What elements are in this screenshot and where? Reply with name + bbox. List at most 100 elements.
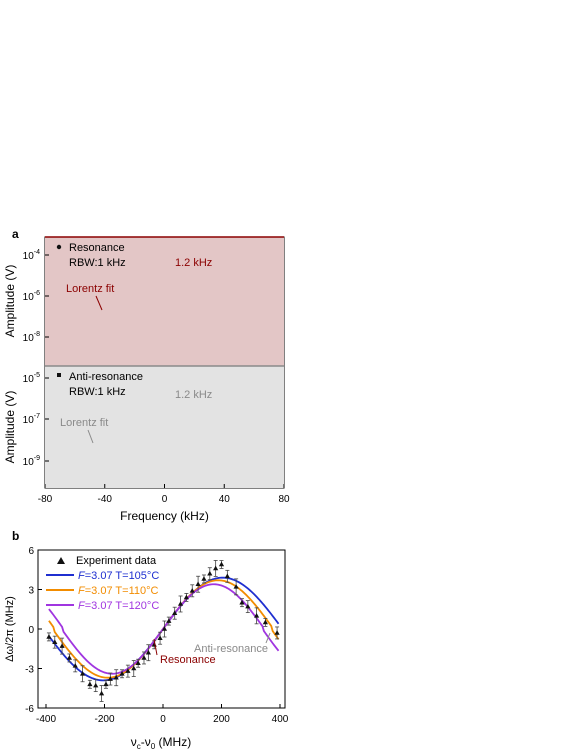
frequency-xticks: -80 -40 0 40 80 (38, 484, 290, 505)
ytick-label: 10-4 (23, 249, 40, 262)
dispersion-xlabel: νc-ν0 (MHz) (131, 735, 191, 751)
antiresonance-annotation: Anti-resonance (194, 643, 268, 655)
resonance-fit-pointer (95, 295, 103, 311)
experiment-point (119, 670, 125, 676)
resonance-annotation: Resonance (160, 654, 216, 666)
ytick-label: 10-8 (23, 331, 40, 344)
experiment-point (254, 613, 260, 618)
experiment-legend-label: Experiment data (76, 555, 157, 567)
experiment-point (172, 610, 178, 615)
legend-label: F=3.07 T=120°C (78, 600, 159, 612)
experiment-point (274, 630, 280, 635)
experiment-point (213, 565, 219, 571)
experiment-point (201, 576, 207, 581)
ytick-label: -3 (25, 665, 34, 676)
resonance-yticks: 10-4 10-6 10-8 (23, 249, 49, 344)
xtick-label: -400 (36, 714, 56, 725)
xtick-label: -200 (94, 714, 114, 725)
xtick-label: 200 (213, 714, 230, 725)
resonance-fit-label: Lorentz fit (66, 283, 114, 295)
ytick-label: 10-5 (23, 372, 40, 385)
frequency-xlabel: Frequency (kHz) (120, 509, 209, 523)
experiment-point (218, 561, 225, 567)
experiment-point (59, 643, 65, 648)
antiresonance-plot: 10-5 10-7 10-9 Amplitude (V) Anti-resona… (3, 365, 290, 523)
antiresonance-annotation-pointer (265, 632, 271, 644)
spectrum-fill-area (45, 237, 284, 366)
experiment-point (52, 639, 58, 644)
ytick-exp: -4 (34, 249, 40, 256)
antiresonance-fit-pointer (87, 429, 94, 444)
ytick-base: 10 (23, 251, 35, 262)
experiment-point (207, 570, 213, 576)
dispersion-ylabel: Δω/2π (MHz) (4, 596, 16, 662)
xtick-label: -80 (38, 494, 53, 505)
experiment-points (46, 560, 280, 702)
xtick-label: 0 (162, 494, 168, 505)
experiment-point (262, 619, 268, 625)
antiresonance-yticks: 10-5 10-7 10-9 (23, 372, 49, 468)
experiment-point (125, 668, 131, 673)
experiment-point (166, 618, 172, 623)
model-legend: F=3.07 T=105°C F=3.07 T=110°C F=3.07 T=120… (46, 570, 159, 612)
legend-label: F=3.07 T=110°C (78, 585, 159, 597)
experiment-point (239, 599, 245, 605)
experiment-point (66, 655, 72, 660)
experiment-point (131, 665, 137, 671)
ytick-label: 10-7 (23, 413, 40, 426)
xtick-label: 400 (272, 714, 289, 725)
dispersion-xticks: -400 -200 0 200 400 (36, 704, 289, 725)
ytick-label: 6 (28, 546, 34, 557)
resonance-width-label: 1.2 kHz (175, 257, 212, 269)
ytick-label: 10-6 (23, 290, 40, 303)
dispersion-yticks: 6 3 0 -3 -6 (25, 546, 42, 715)
experiment-point (245, 603, 251, 609)
experiment-point (107, 676, 113, 681)
experiment-point (224, 573, 230, 579)
experiment-point (141, 655, 147, 660)
ytick-label: 3 (28, 586, 34, 597)
experiment-point (46, 634, 52, 639)
experiment-point (135, 660, 141, 666)
experiment-point (157, 635, 163, 641)
experiment-point (72, 663, 78, 668)
experiment-point (183, 594, 189, 600)
experiment-point (103, 681, 109, 687)
panel-a-label: a (12, 227, 19, 241)
experiment-point (177, 601, 184, 606)
experiment-point (195, 581, 201, 587)
legend-marker (56, 244, 62, 250)
xtick-label: 40 (219, 494, 231, 505)
antiresonance-ylabel: Amplitude (V) (3, 391, 17, 464)
antiresonance-fill (45, 366, 284, 488)
experiment-point (233, 584, 239, 589)
experiment-point (189, 588, 195, 593)
resonance-fill (45, 237, 284, 366)
antiresonance-rbw-label: RBW:1 kHz (69, 386, 126, 398)
xtick-label: -40 (98, 494, 113, 505)
resonance-annotation-pointer (153, 638, 158, 656)
legend-marker (57, 373, 61, 377)
experiment-point (113, 674, 119, 680)
legend-label: F=3.07 T=105°C (78, 570, 159, 582)
panel-b-label: b (12, 529, 19, 543)
resonance-legend-label: Resonance (69, 242, 125, 254)
experiment-point (98, 690, 105, 696)
dispersion-plot-frame (37, 549, 286, 709)
resonance-rbw-label: RBW:1 kHz (69, 257, 126, 269)
ytick-label: 10-9 (23, 455, 40, 468)
experiment-point (93, 682, 99, 688)
resonance-plot: 10-4 10-6 10-8 Amplitude (V) Resonance R… (3, 236, 285, 367)
experiment-point (145, 649, 151, 655)
antiresonance-width-label: 1.2 kHz (175, 389, 212, 401)
resonance-ylabel: Amplitude (V) (3, 265, 17, 338)
ytick-label: -6 (25, 704, 34, 715)
dispersion-plot: 6 3 0 -3 -6 Δω/2π (MHz) -400 -200 0 200 … (4, 546, 289, 751)
experiment-point (87, 681, 93, 687)
experiment-point (161, 626, 168, 631)
spectrum-fill-area (45, 366, 284, 488)
xtick-label: 0 (160, 714, 166, 725)
antiresonance-fit-label: Lorentz fit (60, 417, 108, 429)
experiment-point (79, 670, 86, 676)
